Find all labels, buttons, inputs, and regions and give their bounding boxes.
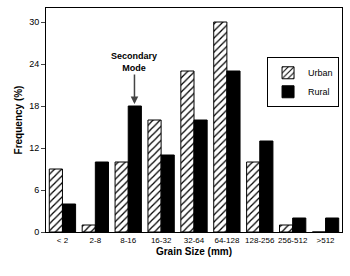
svg-text:24: 24	[29, 59, 39, 69]
svg-text:0: 0	[34, 227, 39, 237]
svg-text:SecondaryMode: SecondaryMode	[111, 51, 157, 73]
svg-text:64-128: 64-128	[214, 236, 239, 245]
svg-text:256-512: 256-512	[278, 236, 308, 245]
svg-text:30: 30	[29, 17, 39, 27]
svg-text:32-64: 32-64	[184, 236, 205, 245]
svg-text:12: 12	[29, 143, 39, 153]
svg-text:< 2: < 2	[57, 236, 69, 245]
svg-text:Rural: Rural	[308, 87, 330, 97]
svg-text:>512: >512	[317, 236, 336, 245]
svg-text:128-256: 128-256	[245, 236, 275, 245]
svg-text:8-16: 8-16	[120, 236, 137, 245]
svg-text:Frequency (%): Frequency (%)	[13, 86, 24, 155]
svg-text:18: 18	[29, 101, 39, 111]
svg-text:16-32: 16-32	[151, 236, 172, 245]
svg-text:6: 6	[34, 185, 39, 195]
svg-text:2-8: 2-8	[90, 236, 102, 245]
svg-text:Urban: Urban	[308, 68, 333, 78]
svg-text:Grain Size (mm): Grain Size (mm)	[156, 246, 232, 257]
